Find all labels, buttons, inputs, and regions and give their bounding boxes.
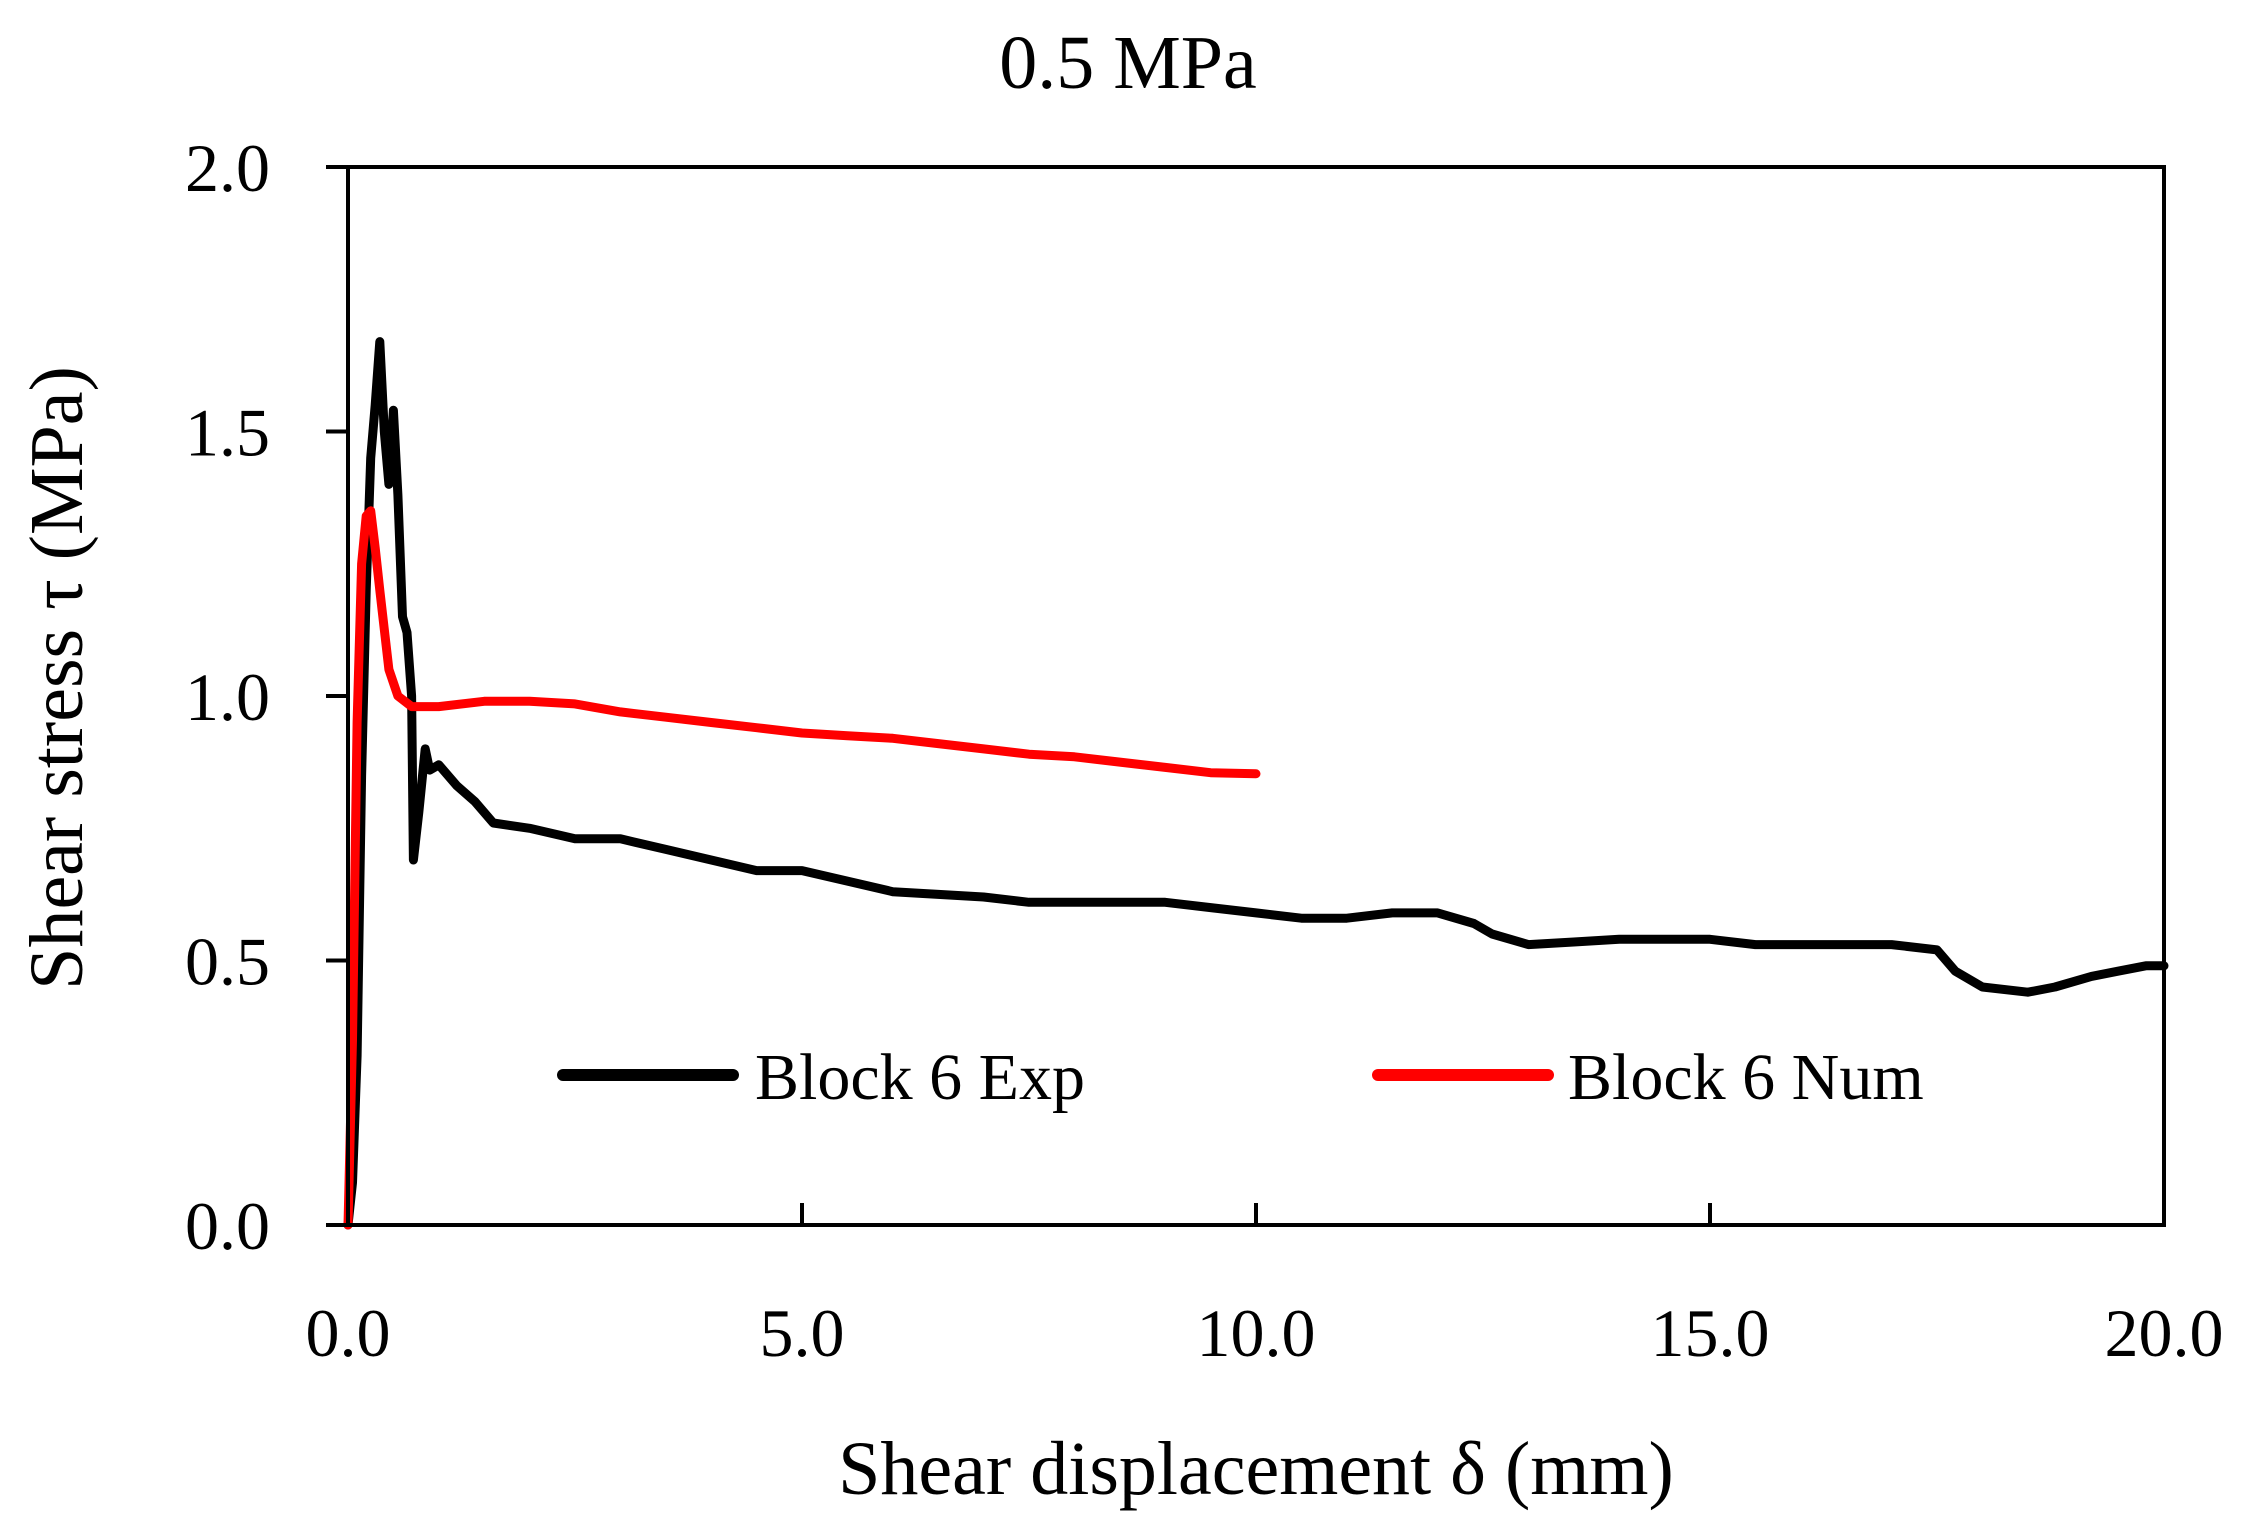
y-tick-label: 0.0 <box>185 1188 270 1264</box>
y-tick-label: 1.0 <box>185 659 270 735</box>
legend: Block 6 Exp Block 6 Num <box>557 1041 1924 1114</box>
x-axis-label: Shear displacement δ (mm) <box>838 1427 1674 1511</box>
legend-label-exp: Block 6 Exp <box>755 1041 1085 1114</box>
legend-label-num: Block 6 Num <box>1568 1041 1924 1114</box>
series-layer <box>343 337 2169 1230</box>
y-tick-label: 0.5 <box>185 924 270 1000</box>
x-tick-label: 0.0 <box>306 1295 391 1371</box>
x-tick-label: 20.0 <box>2105 1295 2224 1371</box>
y-axis: 0.0 0.5 1.0 1.5 2.0 <box>185 130 348 1264</box>
x-tick-label: 15.0 <box>1651 1295 1770 1371</box>
y-axis-label: Shear stress τ (MPa) <box>15 366 99 990</box>
x-tick-label: 10.0 <box>1197 1295 1316 1371</box>
x-axis: 0.0 5.0 10.0 15.0 20.0 <box>306 1203 2224 1371</box>
chart-title: 0.5 MPa <box>999 21 1257 105</box>
series-line-exp <box>343 337 2169 1230</box>
x-tick-label: 5.0 <box>760 1295 845 1371</box>
y-tick-label: 2.0 <box>185 130 270 206</box>
series-line-num <box>343 506 1261 1230</box>
y-tick-label: 1.5 <box>185 395 270 471</box>
